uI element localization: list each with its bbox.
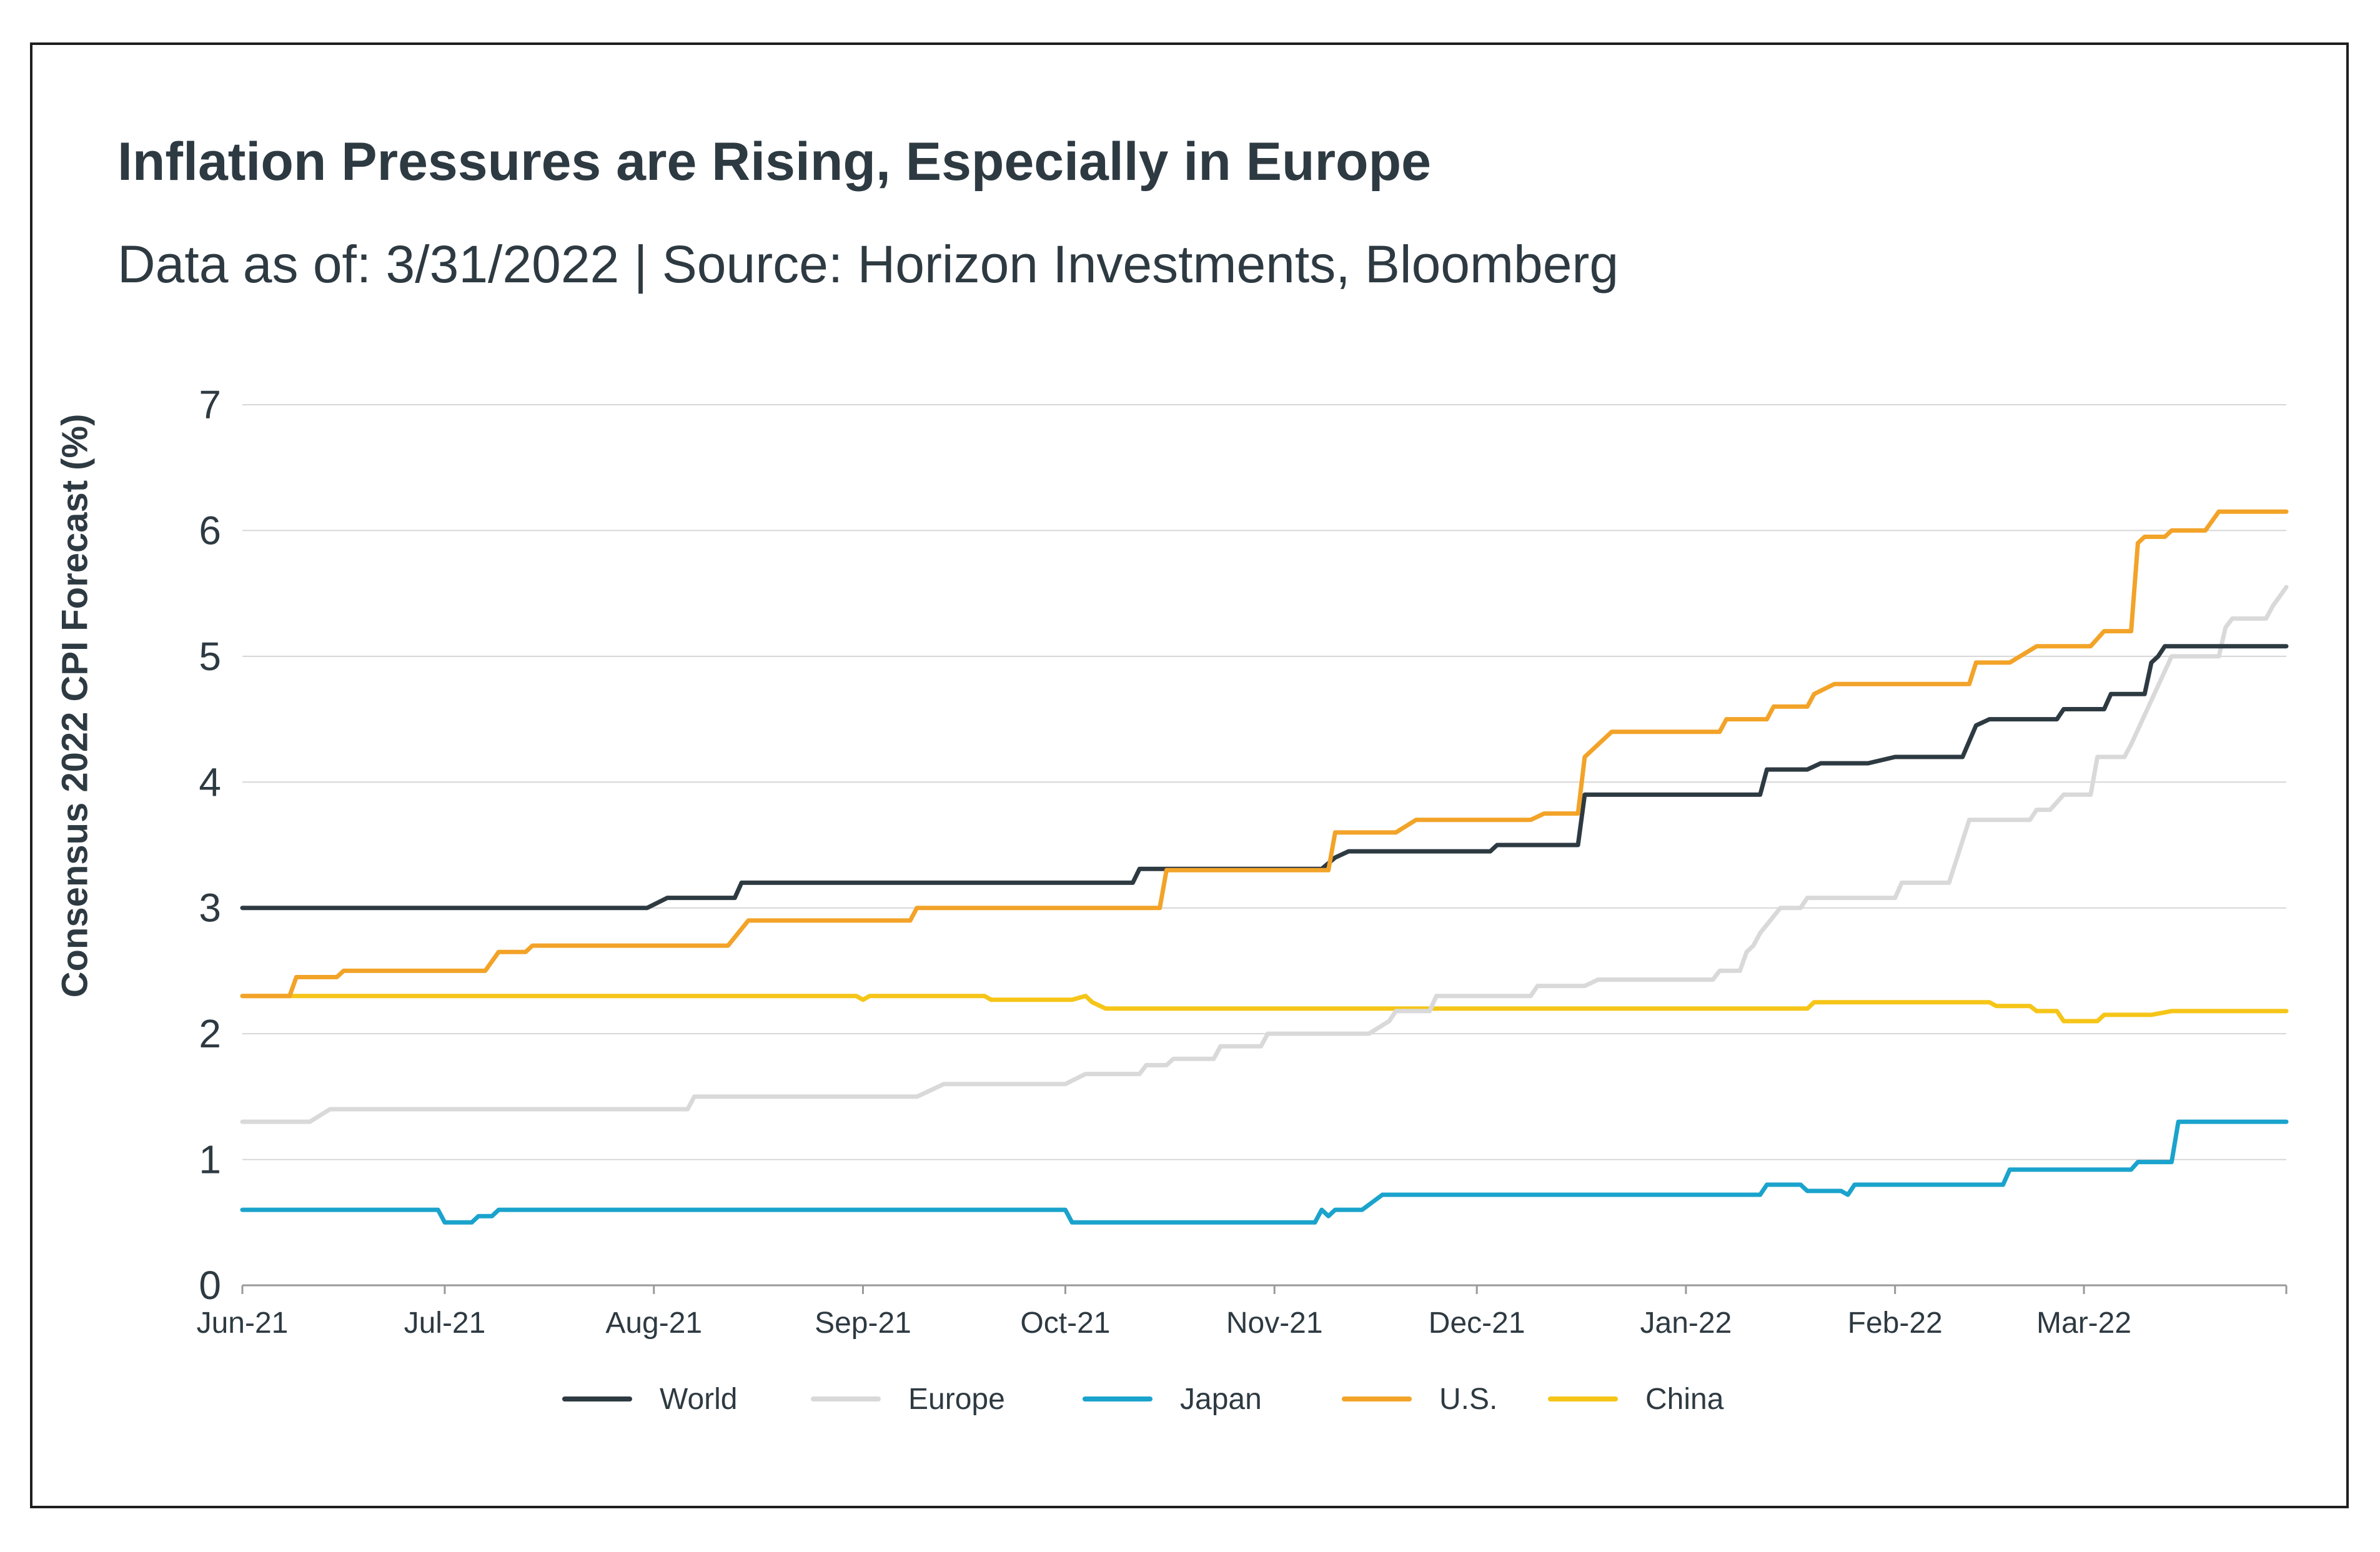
legend-swatch bbox=[1083, 1396, 1153, 1401]
x-tick-label: Jun-21 bbox=[197, 1307, 289, 1340]
legend-swatch bbox=[811, 1396, 881, 1401]
y-tick-label: 1 bbox=[199, 1137, 221, 1182]
legend-label: World bbox=[660, 1382, 738, 1416]
legend-label: Japan bbox=[1180, 1382, 1262, 1416]
y-tick-label: 6 bbox=[199, 508, 221, 553]
y-tick-label: 0 bbox=[199, 1263, 221, 1308]
x-tick-label: Feb-22 bbox=[1848, 1307, 1943, 1340]
x-tick-label: Oct-21 bbox=[1020, 1307, 1110, 1340]
x-tick-label: Aug-21 bbox=[605, 1307, 702, 1340]
legend-item: Europe bbox=[811, 1374, 1005, 1424]
y-tick-label: 7 bbox=[199, 382, 221, 427]
chart-subtitle: Data as of: 3/31/2022 | Source: Horizon … bbox=[117, 235, 1619, 294]
legend-item: China bbox=[1548, 1374, 1723, 1424]
series-line-world bbox=[240, 644, 2289, 911]
chart-frame bbox=[30, 42, 2349, 1508]
legend-item: Japan bbox=[1083, 1374, 1262, 1424]
y-tick-label: 5 bbox=[199, 634, 221, 679]
series-line-us bbox=[240, 509, 2289, 999]
x-tick-label: Dec-21 bbox=[1429, 1307, 1525, 1340]
legend-label: China bbox=[1645, 1382, 1724, 1416]
y-tick-label: 4 bbox=[199, 759, 221, 804]
x-tick-label: Sep-21 bbox=[815, 1307, 911, 1340]
legend-item: U.S. bbox=[1342, 1374, 1497, 1424]
chart-title: Inflation Pressures are Rising, Especial… bbox=[117, 132, 1431, 192]
chart-legend: World Europe Japan U.S. China bbox=[0, 1374, 2380, 1424]
x-tick-label: Jul-21 bbox=[404, 1307, 486, 1340]
series-line-japan bbox=[240, 1119, 2289, 1225]
x-tick-label: Jan-22 bbox=[1640, 1307, 1732, 1340]
series-line-china bbox=[240, 994, 2289, 1024]
series-line-europe bbox=[240, 585, 2289, 1124]
y-tick-label: 2 bbox=[199, 1011, 221, 1056]
legend-swatch bbox=[562, 1396, 632, 1401]
x-tick-label: Nov-21 bbox=[1226, 1307, 1323, 1340]
legend-swatch bbox=[1342, 1396, 1412, 1401]
y-tick-label: 3 bbox=[199, 886, 221, 931]
legend-swatch bbox=[1548, 1396, 1618, 1401]
legend-item: World bbox=[562, 1374, 737, 1424]
legend-label: Europe bbox=[908, 1382, 1005, 1416]
x-tick-label: Mar-22 bbox=[2036, 1307, 2131, 1340]
legend-label: U.S. bbox=[1439, 1382, 1498, 1416]
